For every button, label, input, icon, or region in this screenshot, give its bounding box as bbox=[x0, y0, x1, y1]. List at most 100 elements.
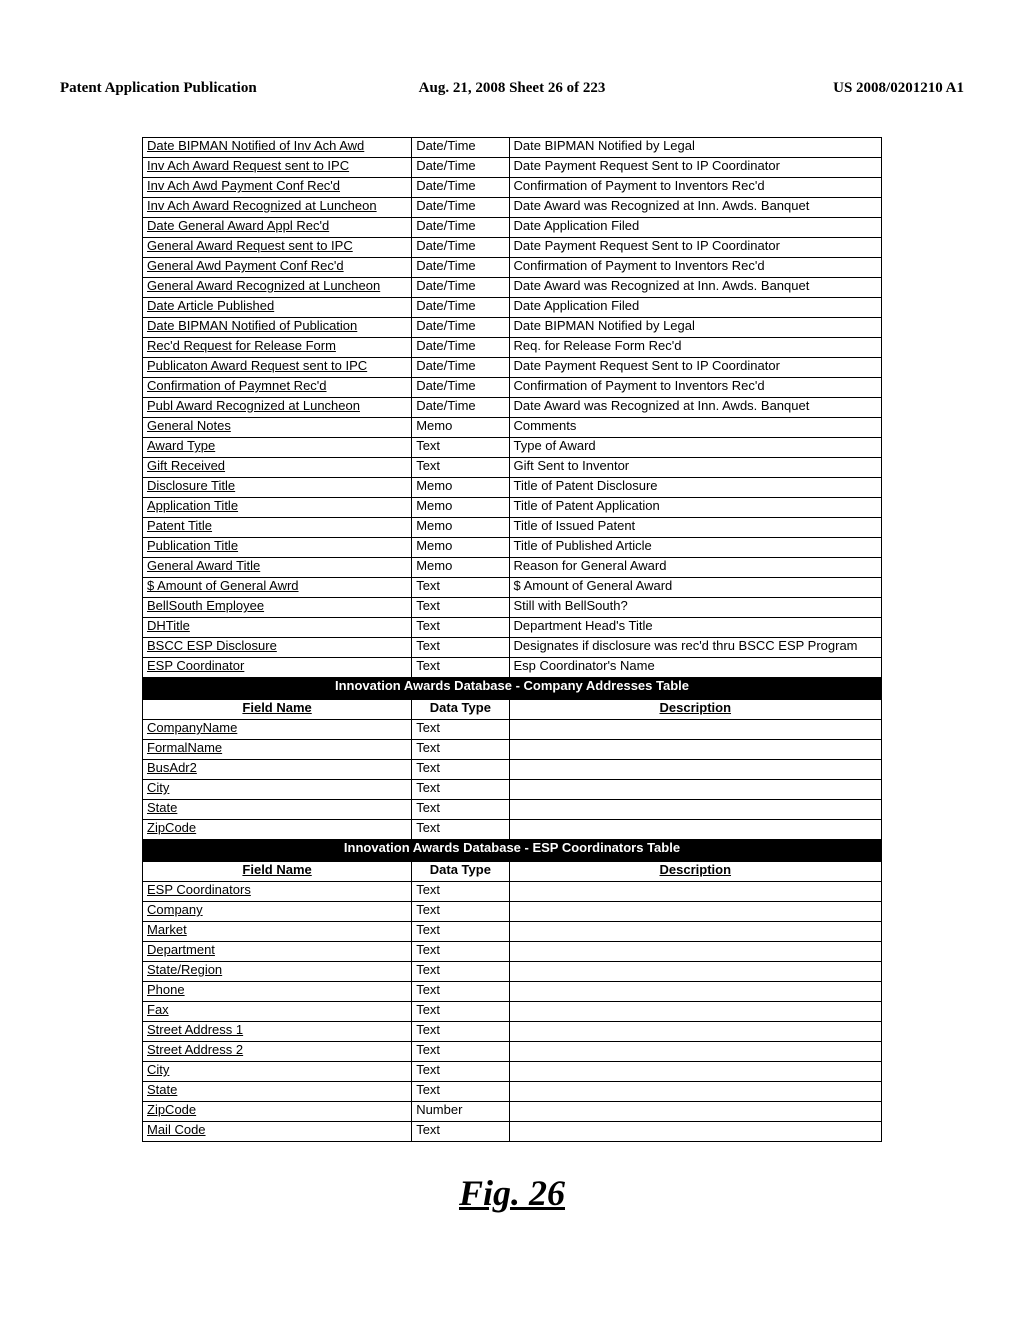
table-cell: State bbox=[143, 800, 412, 820]
table-cell: Market bbox=[143, 922, 412, 942]
table-cell: General Award Title bbox=[143, 558, 412, 578]
column-header: Field Name bbox=[143, 862, 412, 882]
table-cell: Title of Patent Application bbox=[509, 498, 881, 518]
table-row: BusAdr2Text bbox=[143, 760, 882, 780]
table-cell: Date/Time bbox=[412, 278, 509, 298]
table-cell: Date Payment Request Sent to IP Coordina… bbox=[509, 158, 881, 178]
table-cell: Text bbox=[412, 1062, 509, 1082]
table-cell bbox=[509, 962, 881, 982]
table-row: Award TypeTextType of Award bbox=[143, 438, 882, 458]
figure-label: Fig. 26 bbox=[60, 1172, 964, 1214]
table-cell: Date Payment Request Sent to IP Coordina… bbox=[509, 358, 881, 378]
table-cell: Company bbox=[143, 902, 412, 922]
table-cell: Gift Received bbox=[143, 458, 412, 478]
table-cell bbox=[509, 740, 881, 760]
table-cell: Date Award was Recognized at Inn. Awds. … bbox=[509, 398, 881, 418]
table-cell: General Notes bbox=[143, 418, 412, 438]
table-cell: Confirmation of Paymnet Rec'd bbox=[143, 378, 412, 398]
table-row: DHTitleTextDepartment Head's Title bbox=[143, 618, 882, 638]
table-row: ZipCodeText bbox=[143, 820, 882, 840]
section-header: Innovation Awards Database - ESP Coordin… bbox=[143, 840, 882, 862]
table-row: Street Address 2Text bbox=[143, 1042, 882, 1062]
table-cell: Disclosure Title bbox=[143, 478, 412, 498]
table-cell bbox=[509, 1102, 881, 1122]
table-cell: Memo bbox=[412, 518, 509, 538]
table-cell: Text bbox=[412, 1022, 509, 1042]
column-header-row: Field NameData TypeDescription bbox=[143, 700, 882, 720]
table-cell: Text bbox=[412, 740, 509, 760]
header-left: Patent Application Publication bbox=[60, 80, 361, 97]
table-cell: ZipCode bbox=[143, 820, 412, 840]
table-cell: Confirmation of Payment to Inventors Rec… bbox=[509, 178, 881, 198]
column-header: Field Name bbox=[143, 700, 412, 720]
table-cell: Memo bbox=[412, 418, 509, 438]
table-cell bbox=[509, 800, 881, 820]
table-cell: Inv Ach Award Request sent to IPC bbox=[143, 158, 412, 178]
table-cell: Memo bbox=[412, 478, 509, 498]
table-row: Confirmation of Paymnet Rec'dDate/TimeCo… bbox=[143, 378, 882, 398]
table-cell: Date/Time bbox=[412, 238, 509, 258]
table-cell: Text bbox=[412, 578, 509, 598]
table-row: General Award Recognized at LuncheonDate… bbox=[143, 278, 882, 298]
table-cell: Text bbox=[412, 1042, 509, 1062]
table-cell bbox=[509, 780, 881, 800]
table-cell: Publicaton Award Request sent to IPC bbox=[143, 358, 412, 378]
table-row: General Award Request sent to IPCDate/Ti… bbox=[143, 238, 882, 258]
table-cell: Date/Time bbox=[412, 138, 509, 158]
table-row: Gift ReceivedTextGift Sent to Inventor bbox=[143, 458, 882, 478]
table-cell: General Award Recognized at Luncheon bbox=[143, 278, 412, 298]
schema-table: Date BIPMAN Notified of Inv Ach AwdDate/… bbox=[142, 137, 882, 1142]
table-row: General NotesMemoComments bbox=[143, 418, 882, 438]
table-row: Patent TitleMemoTitle of Issued Patent bbox=[143, 518, 882, 538]
table-row: ESP CoordinatorTextEsp Coordinator's Nam… bbox=[143, 658, 882, 678]
table-row: Street Address 1Text bbox=[143, 1022, 882, 1042]
table-row: General Award TitleMemoReason for Genera… bbox=[143, 558, 882, 578]
section-header-row: Innovation Awards Database - ESP Coordin… bbox=[143, 840, 882, 862]
table-cell: State bbox=[143, 1082, 412, 1102]
table-cell: Inv Ach Awd Payment Conf Rec'd bbox=[143, 178, 412, 198]
table-cell bbox=[509, 1082, 881, 1102]
table-row: BellSouth EmployeeTextStill with BellSou… bbox=[143, 598, 882, 618]
table-cell: ESP Coordinator bbox=[143, 658, 412, 678]
table-cell: Patent Title bbox=[143, 518, 412, 538]
table-cell: Still with BellSouth? bbox=[509, 598, 881, 618]
table-cell: Publication Title bbox=[143, 538, 412, 558]
table-cell: Phone bbox=[143, 982, 412, 1002]
table-cell bbox=[509, 1062, 881, 1082]
table-cell: DHTitle bbox=[143, 618, 412, 638]
table-row: ESP CoordinatorsText bbox=[143, 882, 882, 902]
table-cell: Text bbox=[412, 882, 509, 902]
table-cell: Comments bbox=[509, 418, 881, 438]
table-cell: Confirmation of Payment to Inventors Rec… bbox=[509, 378, 881, 398]
table-cell: Award Type bbox=[143, 438, 412, 458]
table-cell: Application Title bbox=[143, 498, 412, 518]
table-cell: Inv Ach Award Recognized at Luncheon bbox=[143, 198, 412, 218]
table-cell: Date/Time bbox=[412, 258, 509, 278]
table-cell: Rec'd Request for Release Form bbox=[143, 338, 412, 358]
table-cell: Date/Time bbox=[412, 198, 509, 218]
table-cell: Date/Time bbox=[412, 218, 509, 238]
table-cell: Date Award was Recognized at Inn. Awds. … bbox=[509, 278, 881, 298]
column-header: Data Type bbox=[412, 862, 509, 882]
table-cell: Date/Time bbox=[412, 338, 509, 358]
table-cell: Text bbox=[412, 820, 509, 840]
table-cell bbox=[509, 942, 881, 962]
table-cell: Department Head's Title bbox=[509, 618, 881, 638]
table-cell: General Awd Payment Conf Rec'd bbox=[143, 258, 412, 278]
table-row: FaxText bbox=[143, 1002, 882, 1022]
table-cell bbox=[509, 760, 881, 780]
table-cell: Title of Patent Disclosure bbox=[509, 478, 881, 498]
table-cell: Publ Award Recognized at Luncheon bbox=[143, 398, 412, 418]
table-cell: Text bbox=[412, 658, 509, 678]
table-cell: Text bbox=[412, 962, 509, 982]
table-cell: Text bbox=[412, 638, 509, 658]
table-row: ZipCodeNumber bbox=[143, 1102, 882, 1122]
table-cell: Text bbox=[412, 942, 509, 962]
table-cell: Confirmation of Payment to Inventors Rec… bbox=[509, 258, 881, 278]
table-cell: State/Region bbox=[143, 962, 412, 982]
table-row: Mail CodeText bbox=[143, 1122, 882, 1142]
column-header: Description bbox=[509, 700, 881, 720]
table-cell: Street Address 2 bbox=[143, 1042, 412, 1062]
column-header-row: Field NameData TypeDescription bbox=[143, 862, 882, 882]
table-row: Date BIPMAN Notified of PublicationDate/… bbox=[143, 318, 882, 338]
